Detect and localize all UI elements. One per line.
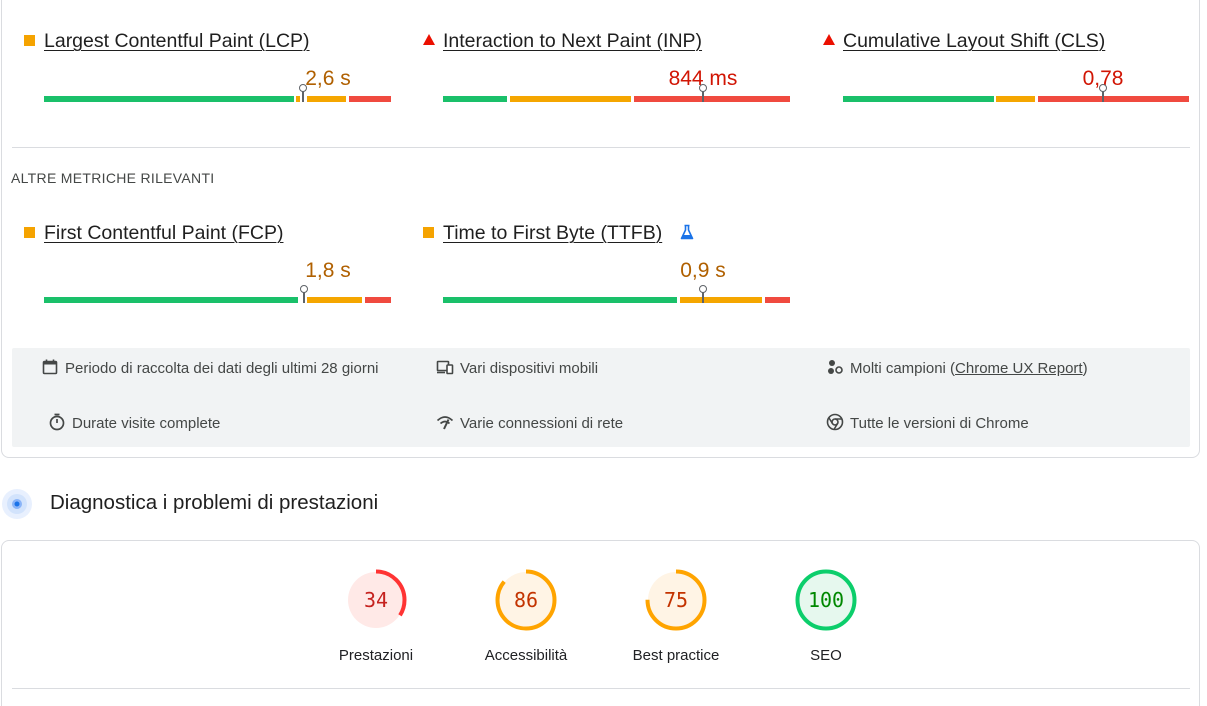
samples-icon [828,360,843,374]
metric-ttfb-value: 0,9 s [680,259,726,282]
metric-cls-distribution-bar [843,84,1189,102]
gauge-ring-performance [345,569,407,631]
metric-lcp-value: 2,6 s [305,67,351,90]
chrome-icon [826,413,844,431]
info-visits: Durate visite complete [48,412,220,436]
metric-lcp: Largest Contentful Paint (LCP) 2,6 s [24,29,394,119]
info-chrome: Tutte le versioni di Chrome [826,412,1029,436]
scores-divider [12,688,1190,689]
metric-fcp-value: 1,8 s [305,259,351,282]
score-best-practices-label: Best practice [632,647,720,664]
network-icon [436,416,454,430]
info-samples-prefix: Molti campioni ( [850,360,956,377]
other-metrics-heading: ALTRE METRICHE RILEVANTI [11,170,215,186]
metric-cls: Cumulative Layout Shift (CLS) 0,78 [823,29,1193,119]
data-collection-info: Periodo di raccolta dei dati degli ultim… [12,348,1190,447]
score-accessibility-label: Accessibilità [484,647,568,664]
info-samples-suffix: ) [1082,360,1088,377]
score-gauge-performance[interactable]: 34 [345,569,407,631]
stopwatch-icon [49,413,65,431]
metric-inp-value: 844 ms [668,67,738,90]
flask-icon [680,224,694,240]
info-devices: Vari dispositivi mobili [436,357,598,381]
metric-cls-link[interactable]: Cumulative Layout Shift (CLS) [843,30,1106,52]
metric-ttfb-distribution-bar [443,285,790,303]
info-visits-text: Durate visite complete [72,415,221,432]
metric-inp-link[interactable]: Interaction to Next Paint (INP) [443,30,703,52]
score-accessibility-value: 86 [513,588,539,612]
percentile-pin-icon [699,285,707,303]
gauge-ring-best-practices [645,569,707,631]
score-best-practices-value: 75 [663,588,689,612]
score-gauge-accessibility[interactable]: 86 [495,569,557,631]
average-marker-icon [24,35,35,46]
average-marker-icon [24,227,35,238]
chrome-ux-report-link[interactable]: Chrome UX Report [955,360,1083,377]
lighthouse-scores-card [1,540,1200,706]
score-gauge-best-practices[interactable]: 75 [645,569,707,631]
poor-marker-icon [423,34,435,45]
score-performance-value: 34 [363,588,389,612]
score-seo-value: 100 [807,588,845,612]
diagnostics-icon [2,489,32,519]
section-divider [12,147,1190,148]
metric-inp: Interaction to Next Paint (INP) 844 ms [423,29,793,119]
percentile-pin-icon [699,84,707,102]
score-gauge-seo[interactable]: 100 [795,569,857,631]
metric-fcp: First Contentful Paint (FCP) 1,8 s [24,221,394,311]
info-period-text: Periodo di raccolta dei dati degli ultim… [65,360,379,377]
metric-fcp-distribution-bar [44,285,391,303]
metric-ttfb-link[interactable]: Time to First Byte (TTFB) [443,222,663,244]
metric-cls-value: 0,78 [1082,67,1124,90]
calendar-icon [42,359,58,375]
percentile-pin-icon [300,285,308,303]
percentile-pin-icon [1099,84,1107,102]
percentile-pin-icon [299,84,307,102]
info-connections-text: Varie connessioni di rete [460,415,624,432]
metric-lcp-distribution-bar [44,84,391,102]
devices-icon [436,360,454,375]
metric-lcp-link[interactable]: Largest Contentful Paint (LCP) [44,30,310,52]
info-period: Periodo di raccolta dei dati degli ultim… [41,357,381,381]
average-marker-icon [423,227,434,238]
metric-fcp-link[interactable]: First Contentful Paint (FCP) [44,222,284,244]
info-chrome-text: Tutte le versioni di Chrome [850,415,1029,432]
metric-ttfb: Time to First Byte (TTFB) 0,9 s [423,221,793,311]
info-samples: Molti campioni (Chrome UX Report) [826,357,1088,381]
score-seo-label: SEO [810,647,842,664]
info-devices-text: Vari dispositivi mobili [460,360,599,377]
diagnostics-title: Diagnostica i problemi di prestazioni [50,491,379,514]
score-performance-label: Prestazioni [338,647,414,664]
info-connections: Varie connessioni di rete [436,412,623,436]
gauge-ring-seo [795,569,857,631]
poor-marker-icon [823,34,835,45]
gauge-ring-accessibility [495,569,557,631]
metric-inp-distribution-bar [443,84,790,102]
